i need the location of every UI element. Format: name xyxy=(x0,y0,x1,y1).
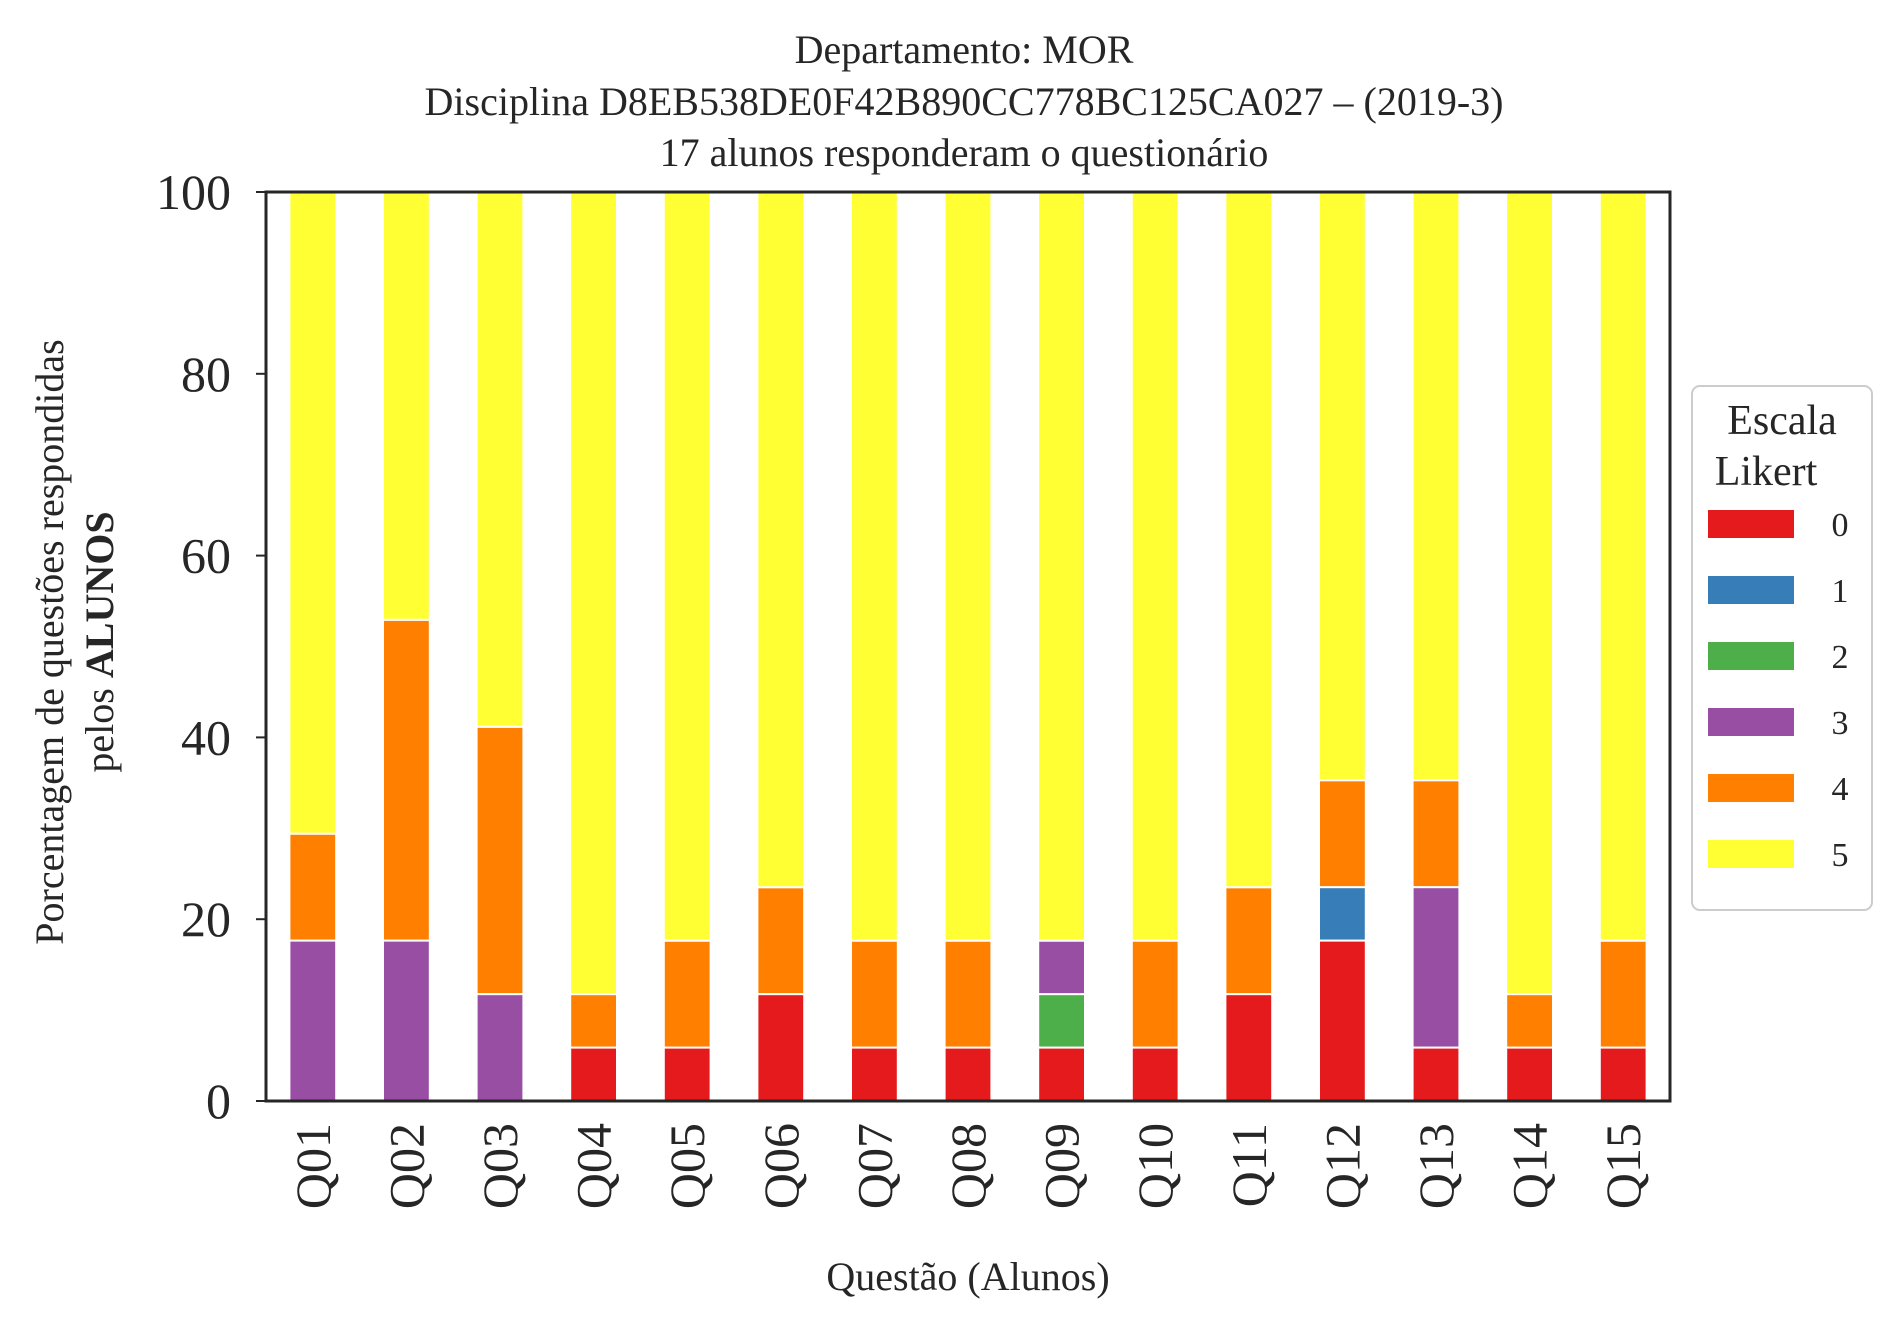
x-tick-label-q01: Q01 xyxy=(285,1123,341,1209)
y-axis-label-line-2: pelos ALUNOS xyxy=(77,511,122,772)
y-axis-label-prefix: pelos xyxy=(77,688,122,772)
bar-segment-q09-level-2 xyxy=(1037,993,1086,1049)
x-tick-label-q11: Q11 xyxy=(1221,1123,1277,1207)
bar-segment-q07-level-5 xyxy=(850,191,899,942)
bar-segment-q07-level-4 xyxy=(850,939,899,1049)
x-axis-label: Questão (Alunos) xyxy=(826,1254,1109,1299)
bar-segment-q07-level-0 xyxy=(850,1046,899,1103)
bar-segment-q02-level-4 xyxy=(382,618,431,942)
y-ticks-group: 0 20 40 60 80 100 xyxy=(156,164,266,1129)
bar-segment-q01-level-3 xyxy=(288,939,338,1102)
x-tick-label-q08: Q08 xyxy=(940,1123,996,1209)
bar-segment-q05-level-4 xyxy=(662,939,712,1049)
bar-segment-q13-level-5 xyxy=(1411,191,1461,782)
bar-segment-q06-level-4 xyxy=(756,886,806,996)
x-ticks-group: Q01 Q02 Q03 Q04 Q05 Q06 Q07 Q08 Q09 Q10 Q11 Q12 Q13 Q… xyxy=(285,1123,1651,1209)
chart-title-line-2: Disciplina D8EB538DE0F42B890CC778BC125CA… xyxy=(425,79,1504,124)
x-tick-label-q12: Q12 xyxy=(1314,1123,1370,1209)
legend-title-line-1: Escala xyxy=(1727,398,1837,444)
bar-segment-q15-level-5 xyxy=(1598,191,1648,942)
legend-swatch-5 xyxy=(1708,840,1794,868)
bar-segment-q12-level-0 xyxy=(1318,939,1367,1102)
bar-segment-q02-level-5 xyxy=(382,191,431,621)
legend-label-4: 4 xyxy=(1832,771,1849,808)
bar-segment-q10-level-5 xyxy=(1130,191,1180,942)
bar-segment-q12-level-5 xyxy=(1318,191,1367,782)
bar-segment-q12-level-1 xyxy=(1318,886,1367,942)
y-tick-label: 0 xyxy=(206,1073,231,1129)
bar-segment-q06-level-5 xyxy=(756,191,806,889)
legend-title-line-2: Likert xyxy=(1715,449,1818,495)
bar-segment-q12-level-4 xyxy=(1318,779,1367,889)
bar-segment-q14-level-5 xyxy=(1505,191,1554,996)
y-tick-label: 80 xyxy=(181,346,231,402)
legend-label-0: 0 xyxy=(1832,507,1849,544)
bar-segment-q08-level-4 xyxy=(943,939,993,1049)
x-tick-label-q04: Q04 xyxy=(566,1123,622,1209)
legend-items: 0 1 2 3 4 5 xyxy=(1708,507,1849,874)
bar-segment-q02-level-3 xyxy=(382,939,431,1102)
legend: Escala Likert 0 1 2 3 4 5 xyxy=(1691,385,1873,911)
bar-segment-q03-level-5 xyxy=(475,191,525,728)
x-tick-label-q15: Q15 xyxy=(1595,1123,1651,1209)
chart-title-line-1: Departamento: MOR xyxy=(795,27,1134,72)
legend-swatch-2 xyxy=(1708,642,1794,670)
legend-swatch-3 xyxy=(1708,708,1794,736)
legend-swatch-0 xyxy=(1708,510,1794,538)
bar-segment-q13-level-3 xyxy=(1411,886,1461,1049)
x-tick-label-q07: Q07 xyxy=(846,1123,902,1209)
bar-segment-q13-level-0 xyxy=(1411,1046,1461,1103)
x-tick-label-q02: Q02 xyxy=(378,1123,434,1209)
bar-segment-q04-level-0 xyxy=(569,1046,619,1103)
plot-frame xyxy=(264,190,1672,1103)
bar-segment-q03-level-3 xyxy=(475,993,525,1102)
bar-segment-q04-level-4 xyxy=(569,993,619,1049)
bar-segment-q15-level-0 xyxy=(1598,1046,1648,1103)
x-tick-label-q05: Q05 xyxy=(659,1123,715,1209)
x-tick-label-q13: Q13 xyxy=(1408,1123,1464,1209)
x-tick-label-q09: Q09 xyxy=(1034,1123,1090,1209)
legend-label-5: 5 xyxy=(1832,837,1849,874)
bar-segment-q14-level-4 xyxy=(1505,993,1554,1049)
legend-label-3: 3 xyxy=(1832,705,1849,742)
bar-segment-q08-level-0 xyxy=(943,1046,993,1103)
bar-segment-q11-level-4 xyxy=(1224,886,1274,996)
bar-segment-q09-level-5 xyxy=(1037,191,1086,942)
legend-label-1: 1 xyxy=(1832,573,1849,610)
bar-segment-q10-level-4 xyxy=(1130,939,1180,1049)
bars-group xyxy=(288,191,1648,1103)
bar-segment-q08-level-5 xyxy=(943,191,993,942)
bar-segment-q01-level-4 xyxy=(288,832,338,942)
bar-segment-q03-level-4 xyxy=(475,725,525,996)
x-tick-label-q06: Q06 xyxy=(753,1123,809,1209)
bar-segment-q06-level-0 xyxy=(756,993,806,1102)
legend-label-2: 2 xyxy=(1832,639,1849,676)
x-tick-label-q03: Q03 xyxy=(472,1123,528,1209)
bar-segment-q13-level-4 xyxy=(1411,779,1461,889)
legend-swatch-1 xyxy=(1708,576,1794,604)
bar-segment-q01-level-5 xyxy=(288,191,338,835)
y-tick-label: 40 xyxy=(181,709,231,765)
bar-segment-q11-level-5 xyxy=(1224,191,1274,889)
x-tick-label-q14: Q14 xyxy=(1502,1123,1558,1209)
x-tick-label-q10: Q10 xyxy=(1127,1123,1183,1209)
bar-segment-q05-level-0 xyxy=(662,1046,712,1103)
bar-segment-q15-level-4 xyxy=(1598,939,1648,1049)
y-tick-label: 100 xyxy=(156,164,231,220)
bar-segment-q11-level-0 xyxy=(1224,993,1274,1102)
bar-segment-q14-level-0 xyxy=(1505,1046,1554,1103)
bar-segment-q05-level-5 xyxy=(662,191,712,942)
y-axis-label-line-1: Porcentagem de questões respondidas xyxy=(27,339,72,944)
y-tick-label: 60 xyxy=(181,528,231,584)
y-tick-label: 20 xyxy=(181,891,231,947)
legend-swatch-4 xyxy=(1708,774,1794,802)
chart-title-line-3: 17 alunos responderam o questionário xyxy=(660,130,1269,175)
bar-segment-q10-level-0 xyxy=(1130,1046,1180,1103)
bar-segment-q09-level-3 xyxy=(1037,939,1086,996)
y-axis-label-bold: ALUNOS xyxy=(77,511,122,678)
bar-segment-q09-level-0 xyxy=(1037,1046,1086,1103)
bar-segment-q04-level-5 xyxy=(569,191,619,996)
